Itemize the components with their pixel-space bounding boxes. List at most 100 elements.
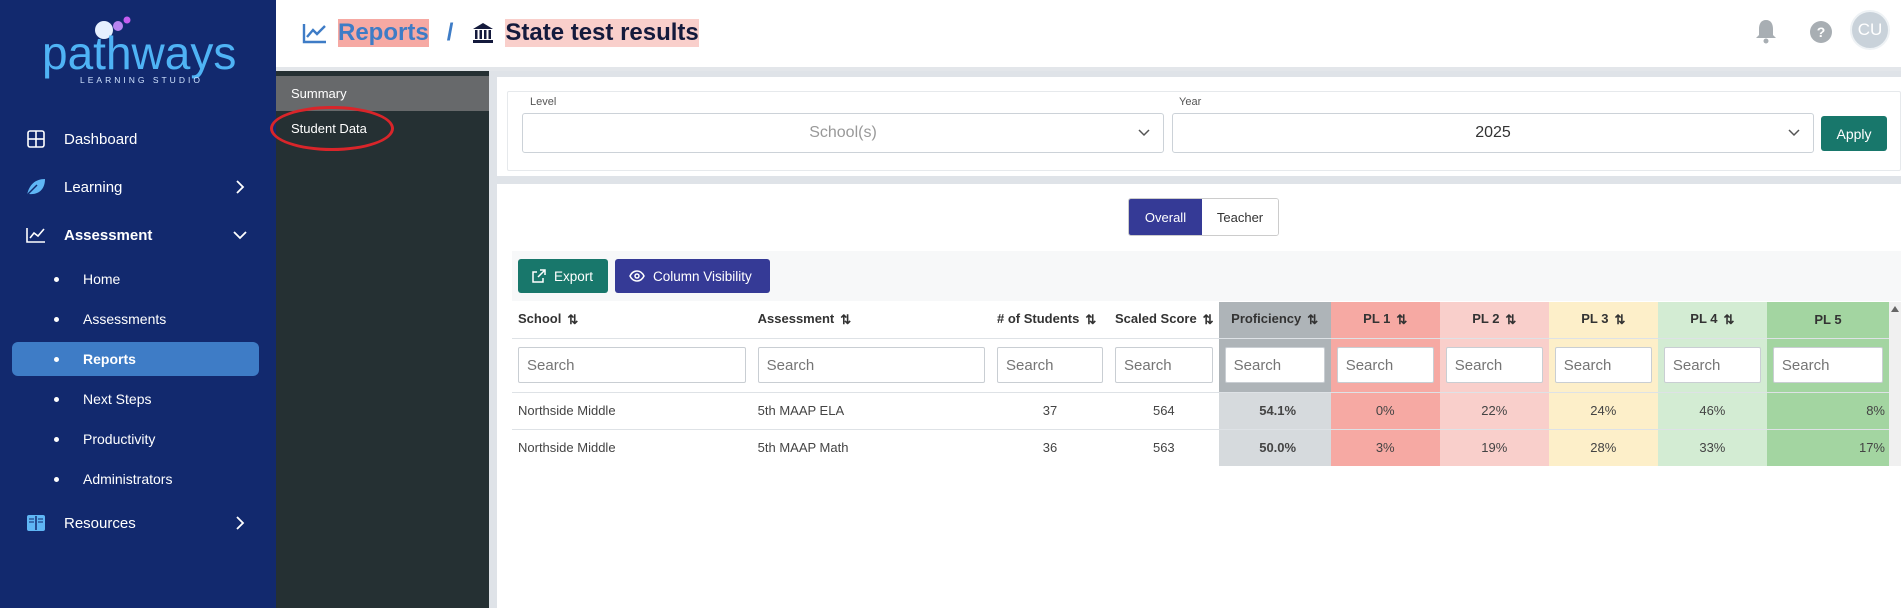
sidebar-subitem-reports[interactable]: Reports (12, 342, 259, 376)
sidebar-subitem-administrators[interactable]: Administrators (12, 462, 259, 496)
year-label: Year (1179, 96, 1202, 108)
cell-pl5: 8% (1766, 392, 1889, 430)
column-header-assessment[interactable]: Assessment ⇅ (751, 302, 991, 339)
cell-students: 37 (991, 392, 1110, 430)
sort-icon: ⇅ (1396, 312, 1408, 328)
year-select[interactable]: 2025 (1172, 113, 1814, 153)
search-cell (1548, 338, 1658, 393)
breadcrumb-parent-link[interactable]: Reports (338, 19, 429, 47)
cell-pl4: 33% (1657, 429, 1767, 466)
bell-icon[interactable] (1754, 18, 1778, 44)
column-header-pl1[interactable]: PL 1 ⇅ (1330, 302, 1440, 339)
export-button[interactable]: Export (518, 259, 608, 293)
sidebar-item-label: Resources (64, 514, 136, 532)
search-input-pl5[interactable] (1772, 347, 1883, 383)
bullet-icon (54, 276, 59, 282)
sidebar: pathways LEARNING STUDIO Dashboard Learn… (0, 0, 276, 608)
cell-assessment: 5th MAAP ELA (751, 392, 991, 430)
dashboard-icon (25, 128, 47, 150)
line-chart-icon (302, 24, 326, 44)
search-input-pl4[interactable] (1663, 347, 1761, 383)
table-search-row (512, 338, 1889, 393)
sidebar-item-resources[interactable]: Resources (0, 505, 276, 541)
cell-pl1: 3% (1330, 429, 1440, 466)
column-header-pl4[interactable]: PL 4 ⇅ (1657, 302, 1767, 339)
search-input-pl1[interactable] (1336, 347, 1434, 383)
sidebar-item-dashboard[interactable]: Dashboard (0, 121, 276, 157)
search-cell (1766, 338, 1889, 393)
sidebar-subitem-label: Administrators (83, 471, 173, 487)
level-value: School(s) (809, 124, 877, 141)
sidebar-subitem-next-steps[interactable]: Next Steps (12, 382, 259, 416)
search-cell (1109, 338, 1219, 393)
sidebar-item-learning[interactable]: Learning (0, 169, 276, 205)
chart-icon (25, 224, 47, 246)
sidebar-subitem-productivity[interactable]: Productivity (12, 422, 259, 456)
sidebar-item-assessment[interactable]: Assessment (0, 217, 276, 253)
sidebar-subitem-label: Assessments (83, 311, 167, 327)
sidebar-subitem-home[interactable]: Home (12, 262, 259, 296)
chevron-right-icon (236, 180, 245, 194)
column-header-pl5[interactable]: PL 5 (1766, 302, 1889, 339)
sort-icon: ⇅ (1614, 312, 1626, 328)
column-visibility-button[interactable]: Column Visibility (615, 259, 770, 293)
column-header-pl2[interactable]: PL 2 ⇅ (1439, 302, 1549, 339)
search-input-assessment[interactable] (757, 347, 985, 383)
bullet-icon (54, 396, 59, 402)
table-row[interactable]: Northside Middle 5th MAAP ELA 37 564 54.… (512, 392, 1889, 430)
search-cell (1330, 338, 1440, 393)
highlight-annotation (270, 106, 394, 151)
search-input-students[interactable] (997, 347, 1104, 383)
column-header-school[interactable]: School ⇅ (512, 302, 752, 339)
subnav-item-summary[interactable]: Summary (276, 76, 489, 111)
table-row[interactable]: Northside Middle 5th MAAP Math 36 563 50… (512, 429, 1889, 466)
sidebar-subitem-label: Next Steps (83, 391, 152, 407)
column-header-scaled-score[interactable]: Scaled Score ⇅ (1109, 302, 1219, 339)
toggle-teacher[interactable]: Teacher (1202, 199, 1278, 235)
chevron-down-icon (233, 231, 247, 240)
column-header-students[interactable]: # of Students ⇅ (991, 302, 1110, 339)
column-header-pl3[interactable]: PL 3 ⇅ (1548, 302, 1658, 339)
brand-tagline: LEARNING STUDIO (80, 75, 203, 85)
column-header-proficiency[interactable]: Proficiency ⇅ (1218, 302, 1331, 339)
sidebar-subitem-label: Productivity (83, 431, 156, 447)
cell-scaled-score: 563 (1109, 429, 1219, 466)
scroll-up-icon[interactable] (1891, 306, 1899, 312)
level-select[interactable]: School(s) (522, 113, 1164, 153)
help-icon[interactable]: ? (1809, 20, 1833, 44)
search-input-pl3[interactable] (1554, 347, 1652, 383)
search-input-pl2[interactable] (1445, 347, 1543, 383)
report-subnav: Summary Student Data (276, 71, 489, 608)
table-scrollbar[interactable] (1889, 302, 1901, 466)
toggle-overall[interactable]: Overall (1129, 199, 1202, 235)
search-cell (1657, 338, 1767, 393)
column-visibility-label: Column Visibility (653, 268, 752, 284)
cell-assessment: 5th MAAP Math (751, 429, 991, 466)
results-table: School ⇅ Assessment ⇅ # of Students ⇅ Scale… (512, 302, 1889, 466)
avatar[interactable]: CU (1850, 10, 1890, 50)
bullet-icon (54, 436, 59, 442)
sidebar-subitem-assessments[interactable]: Assessments (12, 302, 259, 336)
level-label: Level (530, 96, 557, 108)
logo-dots-icon (95, 16, 131, 39)
svg-text:?: ? (1817, 24, 1826, 40)
sidebar-subitem-label: Reports (83, 351, 136, 367)
search-cell (1218, 338, 1331, 393)
cell-pl1: 0% (1330, 392, 1440, 430)
sidebar-item-label: Learning (64, 178, 123, 196)
sort-icon: ⇅ (1202, 312, 1214, 328)
sort-icon: ⇅ (1723, 312, 1735, 328)
page-title: State test results (505, 19, 699, 47)
cell-pl3: 24% (1548, 392, 1658, 430)
search-input-school[interactable] (518, 347, 746, 383)
bullet-icon (54, 316, 59, 322)
external-link-icon (532, 269, 546, 283)
search-input-proficiency[interactable] (1224, 347, 1325, 383)
brand-logo[interactable]: pathways LEARNING STUDIO (40, 10, 240, 85)
search-input-scaled-score[interactable] (1115, 347, 1213, 383)
apply-button[interactable]: Apply (1821, 116, 1887, 151)
sidebar-subitem-label: Home (83, 271, 121, 287)
cell-scaled-score: 564 (1109, 392, 1219, 430)
chevron-right-icon (236, 516, 245, 530)
chevron-down-icon (1138, 129, 1150, 137)
